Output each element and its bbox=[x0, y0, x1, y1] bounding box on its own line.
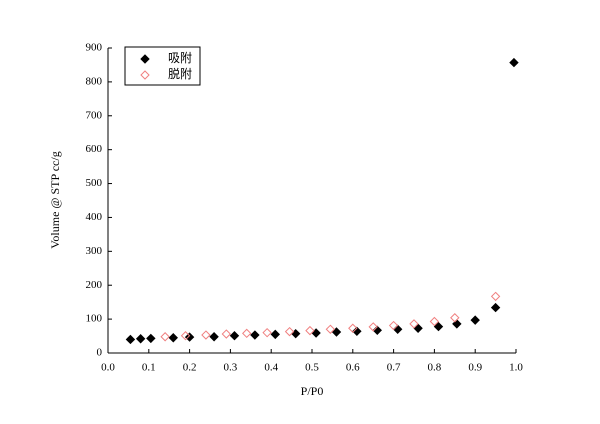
legend-label: 吸附 bbox=[168, 51, 192, 65]
data-point bbox=[413, 323, 423, 333]
data-point bbox=[490, 302, 501, 313]
data-point bbox=[209, 332, 219, 342]
y-tick-label: 700 bbox=[86, 109, 103, 121]
data-point bbox=[270, 329, 280, 340]
data-point bbox=[490, 291, 501, 302]
x-tick-label: 0.5 bbox=[305, 362, 319, 374]
x-tick-label: 0.6 bbox=[346, 362, 360, 374]
data-point bbox=[325, 324, 336, 334]
data-point bbox=[368, 322, 378, 332]
legend-marker bbox=[140, 54, 150, 64]
data-point bbox=[201, 330, 211, 340]
y-tick-label: 100 bbox=[86, 313, 103, 325]
x-tick-label: 0.2 bbox=[183, 362, 197, 374]
data-point bbox=[470, 315, 480, 325]
data-point bbox=[388, 320, 399, 331]
x-tick-label: 0.8 bbox=[428, 362, 442, 374]
data-point bbox=[160, 332, 170, 342]
x-tick-label: 0.4 bbox=[264, 362, 278, 374]
legend-marker bbox=[140, 70, 150, 80]
y-tick-label: 600 bbox=[86, 143, 103, 155]
data-point bbox=[262, 327, 272, 338]
data-point bbox=[184, 332, 195, 342]
data-point bbox=[305, 325, 315, 336]
data-point bbox=[409, 319, 419, 329]
data-point bbox=[509, 57, 519, 68]
data-point bbox=[348, 323, 358, 333]
legend-label: 脱附 bbox=[168, 66, 192, 81]
y-tick-label: 800 bbox=[86, 75, 103, 87]
data-point bbox=[168, 333, 178, 343]
data-point bbox=[229, 331, 240, 341]
data-point bbox=[284, 326, 295, 337]
data-point bbox=[392, 324, 403, 334]
x-tick-label: 1.0 bbox=[509, 362, 523, 374]
data-point bbox=[221, 329, 232, 339]
x-axis-label: P/P0 bbox=[301, 384, 324, 398]
y-tick-label: 300 bbox=[86, 245, 103, 257]
data-point bbox=[331, 327, 342, 337]
data-point bbox=[450, 313, 460, 323]
y-tick-label: 0 bbox=[97, 347, 103, 359]
data-point bbox=[429, 316, 440, 327]
data-point bbox=[146, 333, 156, 344]
data-point bbox=[135, 334, 146, 344]
x-tick-label: 0.7 bbox=[387, 362, 401, 374]
y-tick-label: 200 bbox=[86, 279, 103, 291]
data-point bbox=[180, 331, 191, 341]
y-axis-label: Volume @ STP cc/g bbox=[48, 151, 62, 248]
x-tick-label: 0.0 bbox=[101, 362, 115, 374]
x-tick-label: 0.9 bbox=[468, 362, 482, 374]
legend-box bbox=[124, 46, 201, 86]
y-tick-label: 900 bbox=[86, 42, 103, 54]
data-point bbox=[250, 330, 260, 340]
data-point bbox=[352, 326, 362, 337]
data-point bbox=[125, 334, 136, 345]
x-tick-label: 0.1 bbox=[142, 362, 156, 374]
y-tick-label: 400 bbox=[86, 211, 103, 223]
data-point bbox=[242, 328, 252, 339]
y-tick-label: 500 bbox=[86, 177, 103, 189]
x-tick-label: 0.3 bbox=[224, 362, 238, 374]
data-point bbox=[433, 321, 444, 332]
